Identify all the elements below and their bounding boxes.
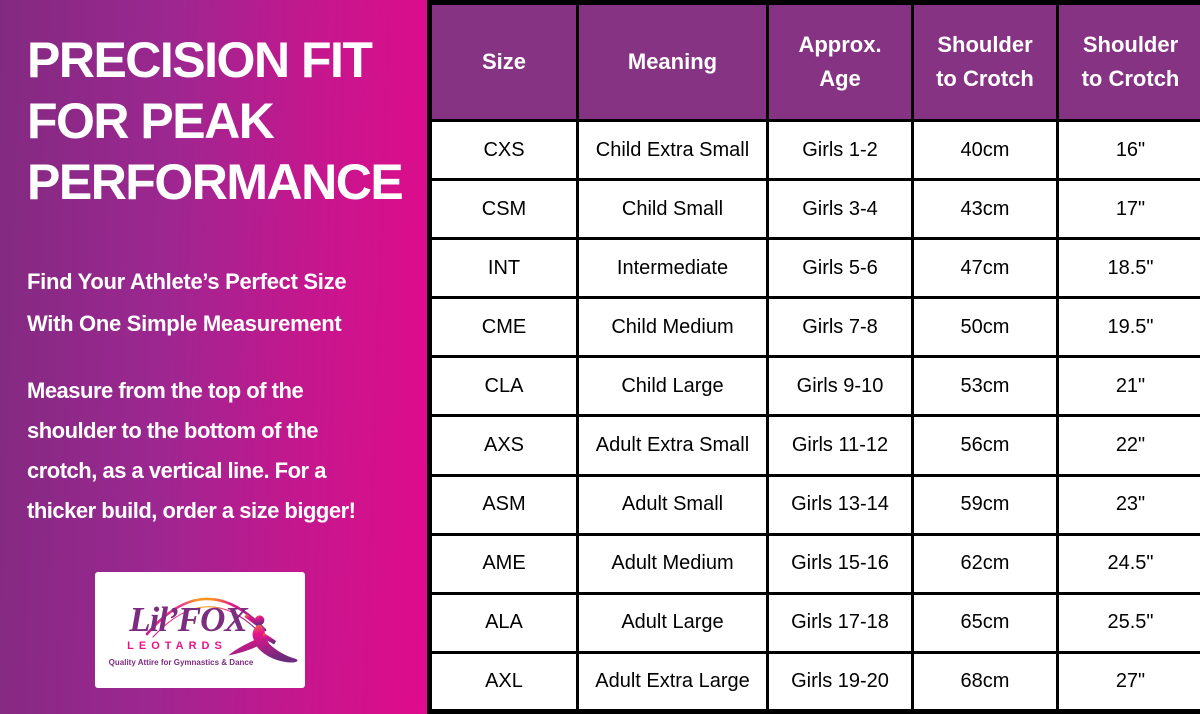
table-cell: 16" [1056, 118, 1200, 182]
table-row: AME Adult Medium Girls 15-16 62cm 24.5" [428, 532, 1200, 595]
table-cell: Girls 13-14 [766, 473, 914, 536]
subheadline-line: Find Your Athlete’s Perfect Size [27, 269, 347, 294]
subheadline-line: With One Simple Measurement [27, 311, 342, 336]
table-cell: CLA [428, 355, 579, 418]
col-header-label: Size [481, 48, 527, 74]
headline-line: FOR PEAK [27, 93, 275, 149]
table-cell: Girls 1-2 [766, 118, 914, 182]
table-cell: 25.5" [1056, 591, 1200, 654]
table-row: ALA Adult Large Girls 17-18 65cm 25.5" [428, 591, 1200, 654]
table-cell: Child Large [576, 355, 769, 418]
table-cell: 22" [1056, 414, 1200, 477]
table-cell: Girls 7-8 [766, 296, 914, 359]
table-cell: 68cm [911, 650, 1059, 714]
table-cell: Girls 17-18 [766, 591, 914, 654]
table-cell: Girls 19-20 [766, 650, 914, 714]
brand-tagline: Quality Attire for Gymnastics & Dance [108, 658, 254, 667]
table-cell: CXS [428, 118, 579, 182]
brand-wordmark-sub: LEOTARDS [127, 640, 227, 652]
size-chart-table: Size Meaning Approx. Age Shoulder to Cro… [427, 0, 1200, 714]
gymnast-icon [228, 614, 298, 663]
table-cell: ALA [428, 591, 579, 654]
table-cell: AXS [428, 414, 579, 477]
table-cell: 50cm [911, 296, 1059, 359]
instruction-line: crotch, as a vertical line. For a [27, 458, 326, 483]
table-cell: 21" [1056, 355, 1200, 418]
col-header-shoulder-to-crotch-inches: Shoulder to Crotch [1056, 1, 1200, 122]
table-cell: Child Medium [576, 296, 769, 359]
table-cell: Adult Medium [576, 532, 769, 595]
table-cell: Adult Extra Large [576, 650, 769, 714]
headline-line: PRECISION FIT [27, 32, 373, 88]
table-cell: Girls 3-4 [766, 178, 914, 241]
table-cell: 19.5" [1056, 296, 1200, 359]
table-cell: 47cm [911, 237, 1059, 300]
table-cell: CME [428, 296, 579, 359]
table-cell: Girls 9-10 [766, 355, 914, 418]
table-row: ASM Adult Small Girls 13-14 59cm 23" [428, 473, 1200, 536]
measure-instructions: Measure from the top of the shoulder to … [27, 371, 427, 531]
brand-logo-card: Lil’FOX LEOTARDS Quality Attire for Gymn… [95, 572, 305, 688]
table-header-row: Size Meaning Approx. Age Shoulder to Cro… [428, 1, 1200, 122]
size-table-body: CXS Child Extra Small Girls 1-2 40cm 16" CSM C… [428, 118, 1200, 714]
rainbow-arc-icon [145, 597, 267, 638]
col-header-label: Shoulder [937, 31, 1033, 57]
subheadline: Find Your Athlete’s Perfect Size With On… [27, 261, 427, 345]
table-cell: CSM [428, 178, 579, 241]
col-header-label: Age [819, 66, 861, 91]
size-chart: Size Meaning Approx. Age Shoulder to Cro… [427, 0, 1200, 714]
table-cell: AME [428, 532, 579, 595]
headline-line: PERFORMANCE [27, 154, 404, 210]
table-cell: Girls 5-6 [766, 237, 914, 300]
table-row: CSM Child Small Girls 3-4 43cm 17" [428, 178, 1200, 241]
col-header-label: Shoulder [1082, 31, 1179, 57]
table-cell: 17" [1056, 178, 1200, 241]
table-cell: 62cm [911, 532, 1059, 595]
col-header-size: Size [428, 1, 579, 122]
table-cell: Child Small [576, 178, 769, 241]
table-row: CXS Child Extra Small Girls 1-2 40cm 16" [428, 118, 1200, 182]
col-header-approx-age: Approx. Age [766, 1, 914, 122]
left-panel: PRECISION FIT FOR PEAK PERFORMANCE Find … [0, 0, 427, 714]
col-header-shoulder-to-crotch-cm: Shoulder to Crotch [911, 1, 1059, 122]
table-row: CME Child Medium Girls 7-8 50cm 19.5" [428, 296, 1200, 359]
table-cell: 27" [1056, 650, 1200, 714]
brand-wordmark: Lil’FOX [129, 600, 247, 639]
col-header-label: to Crotch [1081, 66, 1180, 91]
table-cell: 59cm [911, 473, 1059, 536]
table-cell: 18.5" [1056, 237, 1200, 300]
table-cell: Girls 15-16 [766, 532, 914, 595]
col-header-meaning: Meaning [576, 1, 769, 122]
table-cell: 56cm [911, 414, 1059, 477]
table-cell: Child Extra Small [576, 118, 769, 182]
table-cell: 53cm [911, 355, 1059, 418]
col-header-label: Approx. [798, 31, 882, 57]
table-cell: AXL [428, 650, 579, 714]
table-cell: 24.5" [1056, 532, 1200, 595]
table-row: INT Intermediate Girls 5-6 47cm 18.5" [428, 237, 1200, 300]
table-cell: Adult Extra Small [576, 414, 769, 477]
table-cell: Adult Small [576, 473, 769, 536]
table-cell: ASM [428, 473, 579, 536]
table-cell: Intermediate [576, 237, 769, 300]
table-cell: 65cm [911, 591, 1059, 654]
table-cell: 43cm [911, 178, 1059, 241]
table-cell: 40cm [911, 118, 1059, 182]
table-cell: Adult Large [576, 591, 769, 654]
col-header-label: Meaning [627, 48, 718, 74]
table-row: CLA Child Large Girls 9-10 53cm 21" [428, 355, 1200, 418]
col-header-label: to Crotch [936, 66, 1034, 91]
table-row: AXL Adult Extra Large Girls 19-20 68cm 27" [428, 650, 1200, 714]
table-cell: Girls 11-12 [766, 414, 914, 477]
instruction-line: shoulder to the bottom of the [27, 418, 319, 443]
instruction-line: thicker build, order a size bigger! [27, 498, 356, 523]
page-title: PRECISION FIT FOR PEAK PERFORMANCE [27, 30, 427, 213]
table-cell: INT [428, 237, 579, 300]
table-cell: 23" [1056, 473, 1200, 536]
instruction-line: Measure from the top of the [27, 378, 304, 403]
table-row: AXS Adult Extra Small Girls 11-12 56cm 22" [428, 414, 1200, 477]
